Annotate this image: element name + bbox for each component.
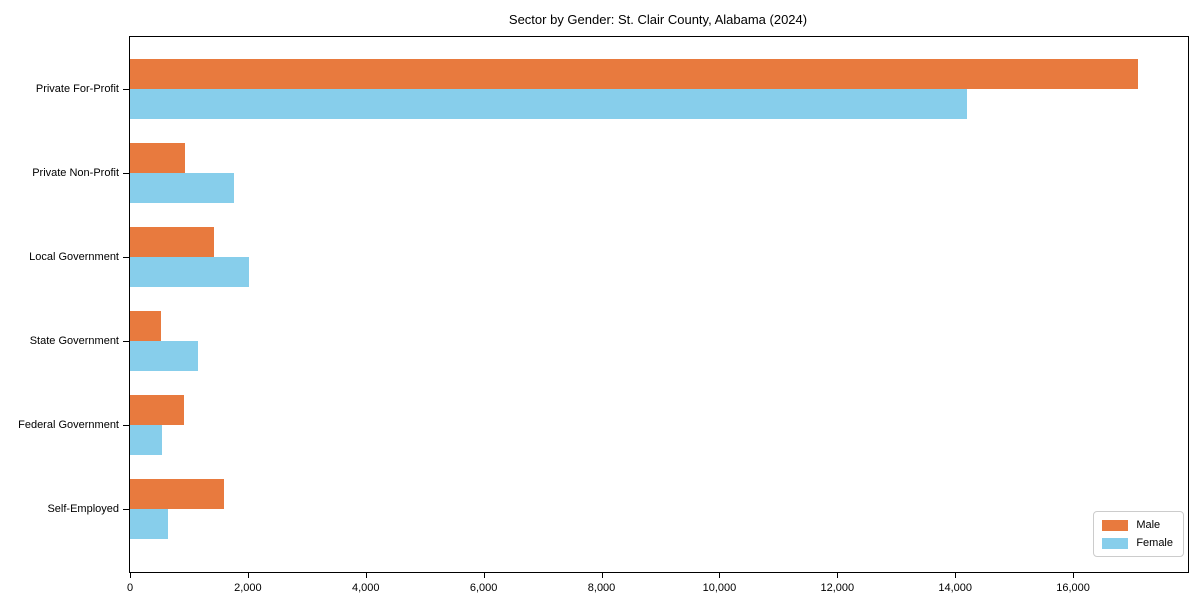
y-tick-mark xyxy=(123,509,129,510)
y-tick-mark xyxy=(123,89,129,90)
x-tick-label-12000: 12,000 xyxy=(820,582,855,594)
x-tick-mark xyxy=(601,573,603,578)
plot-area: 0 2,000 4,000 6,000 8,000 10,000 12,000 14,000 1… xyxy=(123,36,1189,594)
bar-male-self-employed xyxy=(130,479,225,509)
x-tick-label-2000: 2,000 xyxy=(234,582,262,594)
bar-male-state-government xyxy=(130,311,162,341)
x-tick-mark xyxy=(955,573,957,578)
legend-label-female: Female xyxy=(1136,537,1173,549)
y-tick-mark xyxy=(123,341,129,342)
bar-male-federal-government xyxy=(130,395,185,425)
x-tick-label-4000: 4,000 xyxy=(352,582,380,594)
bar-male-private-for-profit xyxy=(130,59,1138,89)
x-tick-label-8000: 8,000 xyxy=(587,582,616,594)
bar-female-federal-government xyxy=(130,425,162,455)
chart-title: Sector by Gender: St. Clair County, Alab… xyxy=(508,12,808,27)
legend: Male Female xyxy=(1093,511,1184,557)
bar-female-private-for-profit xyxy=(130,89,967,119)
x-tick-mark xyxy=(483,573,485,578)
x-tick-label-14000: 14,000 xyxy=(938,582,972,594)
legend-swatch-male-icon xyxy=(1102,519,1129,531)
x-tick-mark xyxy=(1073,573,1075,578)
y-tick-label-local-government: Local Government xyxy=(29,251,119,263)
x-tick-mark xyxy=(247,573,249,578)
x-tick-mark xyxy=(130,573,131,578)
x-tick-mark xyxy=(719,573,721,578)
y-tick-mark xyxy=(123,425,129,426)
y-tick-mark xyxy=(123,257,129,258)
y-tick-label-private-for-profit: Private For-Profit xyxy=(35,83,119,95)
legend-item-male: Male xyxy=(1102,519,1173,531)
x-tick-label-6000: 6,000 xyxy=(469,582,498,594)
bar-female-local-government xyxy=(130,257,250,287)
legend-label-male: Male xyxy=(1136,519,1161,531)
bar-female-state-government xyxy=(130,341,198,371)
x-tick-label-10000: 10,000 xyxy=(702,582,737,594)
y-tick-label-state-government: State Government xyxy=(29,335,119,347)
bar-male-private-non-profit xyxy=(130,143,185,173)
bar-male-local-government xyxy=(130,227,215,257)
legend-swatch-female-icon xyxy=(1102,537,1129,549)
x-tick-label-16000: 16,000 xyxy=(1056,582,1090,594)
y-tick-mark xyxy=(123,173,129,174)
x-tick-mark xyxy=(365,573,367,578)
y-tick-label-self-employed: Self-Employed xyxy=(47,503,119,515)
y-tick-label-federal-government: Federal Government xyxy=(18,419,119,431)
y-tick-label-private-non-profit: Private Non-Profit xyxy=(32,167,119,179)
bar-female-self-employed xyxy=(130,509,169,539)
x-tick-mark xyxy=(837,573,839,578)
legend-item-female: Female xyxy=(1102,537,1173,549)
bar-female-private-non-profit xyxy=(130,173,234,203)
x-tick-label-0: 0 xyxy=(126,582,134,594)
